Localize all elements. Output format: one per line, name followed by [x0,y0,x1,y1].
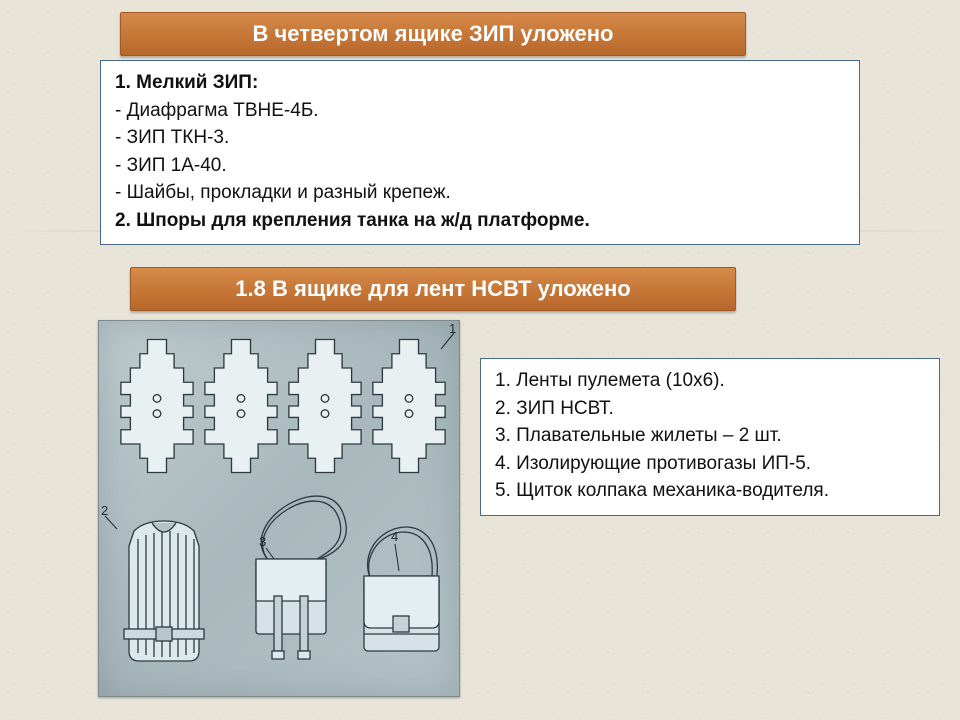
text-line: 3. Плавательные жилеты – 2 шт. [495,422,925,450]
header-bar-nsvt-text: 1.8 В ящике для лент НСВТ уложено [235,276,630,301]
text-line: 1. Ленты пулемета (10х6). [495,367,925,395]
text-line: 2. Шпоры для крепления танка на ж/д плат… [115,207,845,235]
text-line: - Шайбы, прокладки и разный крепеж. [115,179,845,207]
text-line: 4. Изолирующие противогазы ИП-5. [495,450,925,478]
text-line: 2. ЗИП НСВТ. [495,395,925,423]
textbox-nsvt-contents: 1. Ленты пулемета (10х6).2. ЗИП НСВТ.3. … [480,358,940,516]
textbox-box4-contents: 1. Мелкий ЗИП:- Диафрагма ТВНЕ-4Б.- ЗИП … [100,60,860,245]
header-bar-box4-text: В четвертом ящике ЗИП уложено [253,21,614,46]
text-line: - Диафрагма ТВНЕ-4Б. [115,97,845,125]
text-line: 5. Щиток колпака механика-водителя. [495,477,925,505]
header-bar-nsvt: 1.8 В ящике для лент НСВТ уложено [130,267,736,311]
diagram-callout-3: 3 [259,534,266,549]
diagram-callout-2: 2 [101,503,108,518]
text-line: - ЗИП ТКН-3. [115,124,845,152]
diagram-callout-4: 4 [391,529,398,544]
equipment-diagram: 1 2 [98,320,460,697]
diagram-callout-1: 1 [449,321,456,336]
header-bar-box4: В четвертом ящике ЗИП уложено [120,12,746,56]
text-line: 1. Мелкий ЗИП: [115,69,845,97]
text-line: - ЗИП 1А-40. [115,152,845,180]
